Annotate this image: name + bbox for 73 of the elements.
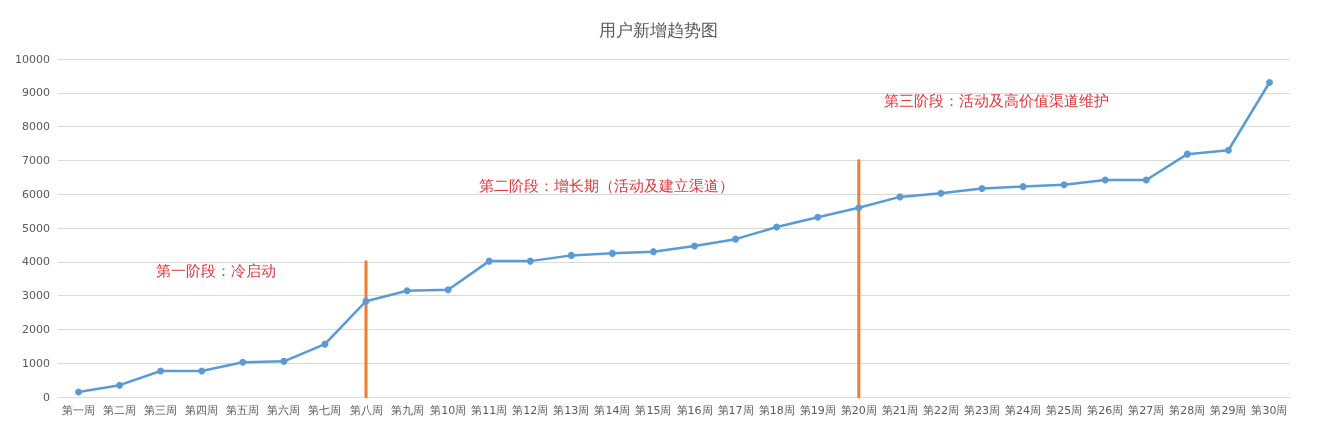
point [280, 357, 288, 365]
point [608, 249, 616, 257]
point [1224, 146, 1232, 154]
point [978, 184, 986, 192]
point [855, 204, 863, 212]
x-tick-label: 第五周 [226, 404, 260, 417]
y-tick-label: 0 [43, 390, 50, 404]
x-tick-label: 第10周 [430, 404, 467, 417]
x-tick-label: 第15周 [635, 404, 672, 417]
x-tick-label: 第11周 [471, 404, 508, 417]
point [526, 257, 534, 265]
point [198, 367, 206, 375]
x-tick-label: 第23周 [964, 404, 1000, 417]
x-tick-label: 第16周 [676, 404, 713, 417]
y-tick-label: 7000 [22, 153, 50, 167]
y-tick-label: 2000 [22, 322, 50, 336]
point [1060, 181, 1068, 189]
x-tick-label: 第四周 [185, 404, 219, 417]
x-tick-label: 第21周 [881, 404, 918, 417]
x-tick-label: 第一周 [62, 404, 96, 417]
annotation: 第二阶段：增长期（活动及建立渠道） [478, 177, 734, 196]
point [1142, 176, 1150, 184]
x-tick-label: 第八周 [349, 404, 383, 417]
y-tick-label: 6000 [22, 187, 50, 201]
point [1019, 183, 1027, 191]
point [157, 367, 165, 375]
y-tick-label: 1000 [22, 356, 50, 370]
point [403, 287, 411, 295]
y-tick-label: 9000 [22, 86, 50, 100]
y-tick-label: 5000 [22, 221, 50, 235]
x-tick-label: 第30周 [1251, 404, 1288, 417]
point [567, 251, 575, 259]
point [649, 248, 657, 256]
point [1101, 176, 1109, 184]
x-tick-label: 第18周 [758, 404, 795, 417]
x-tick-label: 第27周 [1128, 404, 1165, 417]
chart-title: 用户新增趋势图 [598, 19, 718, 40]
point [1265, 78, 1273, 86]
x-tick-label: 第六周 [267, 404, 301, 417]
point [773, 223, 781, 231]
x-tick-label: 第29周 [1210, 404, 1247, 417]
x-tick-label: 第14周 [594, 404, 631, 417]
point [485, 257, 493, 265]
y-tick-label: 3000 [22, 289, 50, 303]
point [937, 189, 945, 197]
x-tick-label: 第24周 [1005, 404, 1042, 417]
point [814, 213, 822, 221]
x-tick-label: 第28周 [1169, 404, 1206, 417]
x-tick-label: 第26周 [1087, 404, 1124, 417]
x-tick-label: 第25周 [1046, 404, 1083, 417]
x-tick-label: 第九周 [390, 404, 424, 417]
point [1183, 150, 1191, 158]
x-tick-label: 第二周 [103, 404, 137, 417]
x-tick-label: 第17周 [717, 404, 754, 417]
point [75, 388, 83, 396]
x-tick-label: 第20周 [840, 404, 877, 417]
x-tick-label: 第13周 [553, 404, 590, 417]
point [691, 242, 699, 250]
y-tick-label: 10000 [15, 52, 50, 66]
point [896, 193, 904, 201]
point [732, 235, 740, 243]
x-tick-label: 第19周 [799, 404, 836, 417]
x-tick-label: 第三周 [144, 404, 178, 417]
y-tick-label: 4000 [22, 255, 50, 269]
y-tick-label: 8000 [22, 120, 50, 134]
point [116, 381, 124, 389]
point [239, 358, 247, 366]
annotation: 第三阶段：活动及高价值渠道维护 [883, 92, 1109, 111]
annotation: 第一阶段：冷启动 [156, 261, 276, 280]
x-tick-label: 第12周 [512, 404, 549, 417]
x-tick-label: 第22周 [922, 404, 959, 417]
point [444, 286, 452, 294]
x-tick-label: 第七周 [308, 404, 342, 417]
